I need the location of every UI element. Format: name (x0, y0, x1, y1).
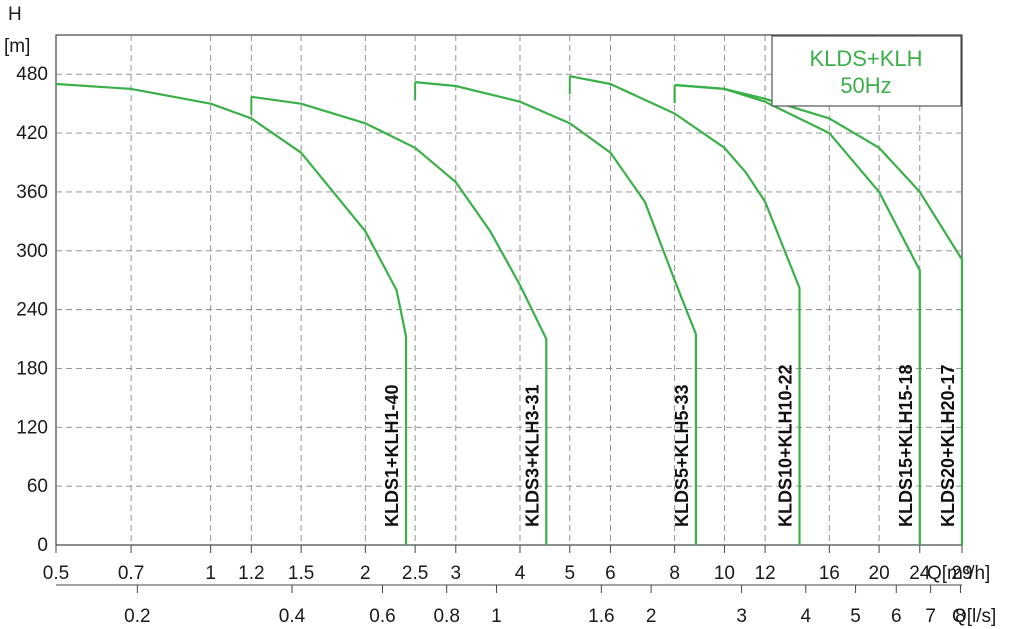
legend-box: KLDS+KLH 50Hz (771, 35, 962, 107)
curve-labels: KLDS1+KLH1-40 KLDS3+KLH3-31 KLDS5+KLH5-33 K… (382, 364, 958, 527)
x-tick-label: 6 (605, 563, 616, 584)
secondary-x-tick-label: 2 (646, 606, 657, 627)
plot-frame (55, 34, 963, 546)
curve-label-klds3-klh3-31: KLDS3+KLH3-31 (522, 384, 542, 527)
curve-klds5-klh5-33 (414, 81, 697, 545)
secondary-x-tick-label: 6 (891, 606, 902, 627)
y-tick-label: 120 (16, 417, 48, 438)
y-tick-label: 480 (16, 64, 48, 85)
x-tick-label: 1.5 (288, 563, 314, 584)
grid (55, 34, 963, 546)
curve-klds1-klh1-40 (55, 82, 408, 545)
x-tick-label: 24 (909, 563, 931, 584)
secondary-x-tick-label: 1.6 (588, 606, 614, 627)
x-axis-unit-primary: Q[m³/h] (927, 563, 990, 584)
curve-label-klds10-klh10-22: KLDS10+KLH10-22 (776, 364, 796, 527)
y-tick-label: 0 (37, 535, 48, 556)
x-tick-label: 3 (451, 563, 462, 584)
secondary-x-tick-label: 0.6 (369, 606, 395, 627)
legend-line-1: KLDS+KLH (809, 46, 922, 71)
x-tick-label: 5 (564, 563, 575, 584)
performance-curves (55, 75, 964, 545)
y-tick-label: 300 (16, 241, 48, 262)
curve-klds15-klh15-18 (674, 83, 921, 545)
y-axis-unit: [m] (4, 36, 30, 57)
x-tick-label: 1.2 (238, 563, 264, 584)
secondary-x-tick-label: 0.4 (279, 606, 306, 627)
secondary-x-tick-label: 1 (491, 606, 502, 627)
x-tick-label: 16 (819, 563, 840, 584)
x-tick-label: 8 (669, 563, 680, 584)
x-tick-label: 10 (714, 563, 735, 584)
secondary-x-tick-label: 8 (955, 606, 966, 627)
curve-klds20-klh20-17 (674, 83, 964, 545)
y-tick-label: 240 (16, 300, 48, 321)
secondary-x-tick-label: 7 (925, 606, 936, 627)
x-tick-label: 12 (755, 563, 776, 584)
curve-klds10-klh10-22 (569, 75, 801, 545)
secondary-x-tick-label: 5 (850, 606, 861, 627)
secondary-x-tick-label: 0.8 (433, 606, 459, 627)
secondary-x-tick-label: 3 (736, 606, 747, 627)
x-tick-label: 2.5 (402, 563, 428, 584)
curve-label-klds15-klh15-18: KLDS15+KLH15-18 (896, 364, 916, 527)
curve-label-klds5-klh5-33: KLDS5+KLH5-33 (672, 384, 692, 527)
secondary-x-tick-label: 0.2 (124, 606, 150, 627)
legend-line-2: 50Hz (840, 73, 891, 98)
y-tick-label: 360 (16, 182, 48, 203)
x-tick-label: 4 (515, 563, 526, 584)
x-tick-label: 29 (951, 563, 972, 584)
x-tick-label: 20 (869, 563, 890, 584)
y-tick-label: 420 (16, 123, 48, 144)
curve-label-klds20-klh20-17: KLDS20+KLH20-17 (938, 364, 958, 527)
y-tick-label: 180 (16, 358, 48, 379)
x-tick-label: 2 (360, 563, 371, 584)
y-tick-label: 60 (27, 476, 48, 497)
y-axis-title: H (8, 4, 22, 25)
x-axis-unit-secondary: Q[l/s] (952, 606, 996, 627)
x-tick-label: 1 (205, 563, 216, 584)
curve-label-klds1-klh1-40: KLDS1+KLH1-40 (382, 384, 402, 527)
x-tick-label: 0.7 (118, 563, 144, 584)
x-tick-label: 0.5 (43, 563, 69, 584)
secondary-x-tick-label: 4 (801, 606, 812, 627)
curve-klds3-klh3-31 (251, 95, 548, 545)
